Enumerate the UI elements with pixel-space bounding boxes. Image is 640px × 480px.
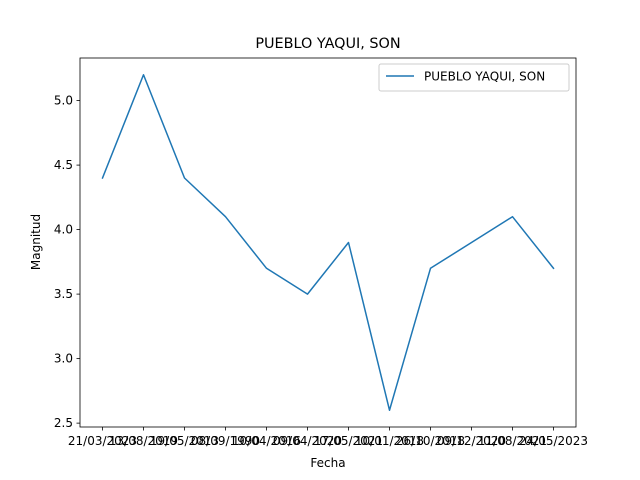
series-line <box>101 74 555 411</box>
y-axis: 2.5 3.0 3.5 4.0 4.5 5.0 <box>54 94 80 430</box>
x-tick-label: 10/04/2016 <box>232 434 301 448</box>
y-tick-label: 2.5 <box>54 416 73 430</box>
x-tick-label: 09/04/2020 <box>273 434 342 448</box>
legend-box <box>378 63 570 92</box>
y-tick-label: 5.0 <box>54 94 73 108</box>
x-tick-label: 24/05/2023 <box>519 434 588 448</box>
x-tick-label: 21/03/2023 <box>68 434 137 448</box>
chart-title: PUEBLO YAQUI, SON <box>255 36 400 52</box>
x-tick-label: 10/01/2018 <box>355 434 424 448</box>
x-tick-label: 08/09/1990 <box>191 434 260 448</box>
x-tick-label: 13/08/2019 <box>109 434 178 448</box>
x-tick-label: 26/10/2018 <box>396 434 465 448</box>
legend-label: PUEBLO YAQUI, SON <box>424 70 545 84</box>
axes-frame <box>79 57 577 428</box>
x-tick-label: 17/05/2021 <box>314 434 383 448</box>
x-tick-label: 19/05/2013 <box>150 434 219 448</box>
y-tick-label: 4.0 <box>54 223 73 237</box>
x-tick-label: 11/08/2021 <box>478 434 547 448</box>
y-tick-label: 3.0 <box>54 352 73 366</box>
x-axis-label: Fecha <box>310 456 345 470</box>
y-axis-label: Magnitud <box>29 214 43 270</box>
y-tick-label: 4.5 <box>54 158 73 172</box>
series-layer <box>101 74 555 411</box>
plot-area: 2.53.03.54.04.55.0 21/03/202313/08/20191… <box>54 57 588 448</box>
y-tick-label: 3.5 <box>54 287 73 301</box>
x-axis: 21/03/202313/08/201919/05/201308/09/1990… <box>68 427 588 448</box>
x-tick-label: 09/12/2020 <box>437 434 506 448</box>
legend: PUEBLO YAQUI, SON <box>378 63 570 92</box>
